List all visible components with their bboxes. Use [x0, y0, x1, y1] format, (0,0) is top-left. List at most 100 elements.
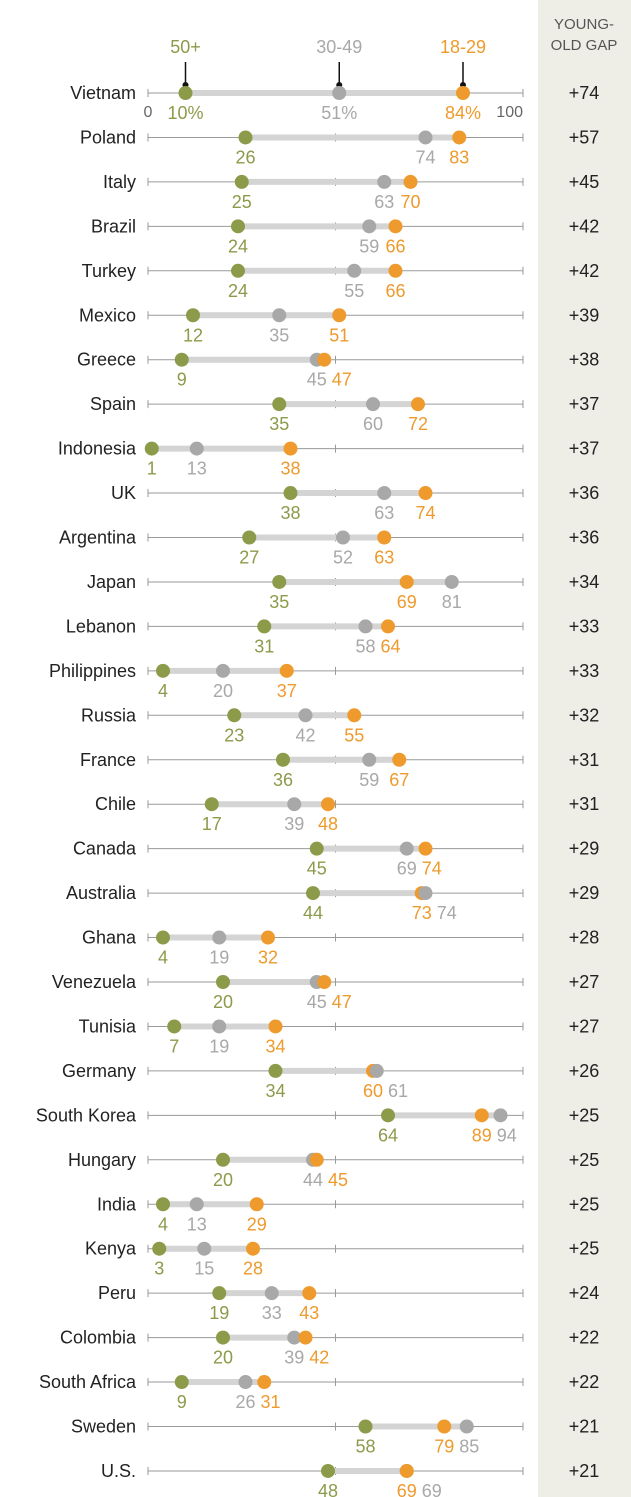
mid-dot	[332, 86, 347, 100]
country-row: Vietnam 10% 51% 84% +74	[70, 83, 599, 123]
gap-value: +25	[569, 1239, 600, 1259]
country-label: Spain	[90, 394, 136, 414]
country-label: South Korea	[36, 1105, 137, 1125]
old-dot	[216, 1152, 230, 1167]
young-dot	[302, 1286, 317, 1301]
old-value-label: 34	[265, 1081, 285, 1101]
old-dot	[231, 263, 245, 278]
country-row: Mexico 12 35 51 +39	[79, 305, 599, 345]
young-dot	[321, 797, 335, 812]
gap-value: +36	[569, 528, 600, 548]
country-row: Russia 23 42 55 +32	[81, 705, 599, 745]
young-value-label: 55	[344, 725, 364, 745]
young-dot	[347, 708, 362, 723]
old-dot	[167, 1019, 182, 1034]
gap-value: +26	[569, 1061, 600, 1081]
country-label: France	[80, 750, 136, 770]
gap-value: +42	[569, 261, 600, 281]
country-row: Greece 9 45 47 +38	[77, 350, 599, 390]
country-row: Spain 35 60 72 +37	[90, 394, 599, 434]
mid-dot	[189, 1197, 204, 1212]
country-label: Ghana	[82, 928, 137, 948]
gap-value: +25	[569, 1194, 600, 1214]
gap-panel-background	[538, 0, 631, 1497]
old-value-label: 26	[235, 147, 255, 167]
young-value-label: 89	[472, 1125, 492, 1145]
country-row: Italy 25 63 70 +45	[103, 172, 599, 212]
mid-value-label: 55	[344, 281, 364, 301]
mid-dot	[272, 308, 287, 323]
young-dot	[298, 1330, 313, 1345]
mid-dot	[287, 1330, 302, 1345]
mid-dot	[459, 1419, 474, 1434]
old-dot	[381, 1108, 395, 1123]
country-label: U.S.	[101, 1461, 136, 1481]
old-dot	[186, 308, 200, 323]
young-value-label: 74	[415, 503, 435, 523]
country-label: Australia	[66, 883, 137, 903]
old-value-label: 58	[355, 1437, 375, 1457]
gap-value: +25	[569, 1150, 600, 1170]
country-row: Canada 45 69 74 +29	[73, 839, 599, 879]
country-label: Russia	[81, 705, 137, 725]
country-row: Turkey 24 55 66 +42	[82, 261, 600, 301]
young-dot	[268, 1019, 283, 1034]
young-value-label: 73	[412, 903, 432, 923]
young-dot	[437, 1419, 452, 1434]
mid-value-label: 42	[295, 725, 315, 745]
old-dot	[242, 530, 257, 545]
mid-dot	[358, 619, 373, 634]
young-dot	[418, 486, 433, 501]
young-value-label: 31	[260, 1392, 280, 1412]
young-dot	[257, 1375, 272, 1390]
country-label: Poland	[80, 127, 136, 147]
old-dot	[283, 486, 298, 501]
old-dot	[358, 1419, 373, 1434]
old-value-label: 36	[273, 770, 293, 790]
country-row: Poland 26 74 83 +57	[80, 127, 599, 167]
mid-dot	[377, 174, 392, 189]
mid-value-label: 63	[374, 503, 394, 523]
young-value-label: 72	[408, 414, 428, 434]
country-row: Venezuela 20 45 47 +27	[52, 972, 599, 1012]
gap-value: +37	[569, 439, 600, 459]
young-value-label: 63	[374, 548, 394, 568]
young-value-label: 38	[280, 459, 300, 479]
old-dot	[204, 797, 219, 812]
gap-value: +39	[569, 305, 600, 325]
gap-value: +38	[569, 350, 600, 370]
old-dot	[216, 975, 230, 989]
mid-dot	[189, 441, 204, 456]
country-label: Canada	[73, 839, 137, 859]
gap-value: +45	[569, 172, 600, 192]
old-value-label: 4	[158, 948, 168, 968]
gap-header-line: YOUNG-	[554, 16, 614, 33]
country-row: U.S. 48 69 69 +21	[101, 1461, 599, 1497]
mid-dot	[238, 1375, 253, 1390]
old-dot	[156, 663, 170, 678]
gap-value: +31	[569, 750, 600, 770]
old-dot	[152, 1241, 167, 1256]
country-row: India 4 13 29 +25	[97, 1194, 599, 1234]
old-dot	[234, 174, 249, 189]
mid-value-label: 81	[442, 592, 462, 612]
young-dot	[332, 308, 347, 323]
axis-label-min: 0	[144, 104, 153, 121]
young-value-label: 79	[434, 1437, 454, 1457]
gap-value: +22	[569, 1372, 600, 1392]
mid-value-label: 44	[303, 1170, 323, 1190]
country-row: Chile 17 39 48 +31	[95, 794, 599, 834]
country-label: Philippines	[49, 661, 136, 681]
young-value-label: 74	[422, 859, 442, 879]
old-value-label: 9	[177, 370, 187, 390]
country-label: Germany	[62, 1061, 136, 1081]
old-value-label: 35	[269, 414, 289, 434]
old-value-label: 17	[202, 814, 222, 834]
mid-dot	[298, 708, 313, 723]
young-value-label: 69	[397, 592, 417, 612]
gap-value: +22	[569, 1328, 600, 1348]
country-label: Sweden	[71, 1417, 136, 1437]
country-label: Peru	[98, 1283, 136, 1303]
young-value-label: 34	[265, 1036, 285, 1056]
country-row: France 36 59 67 +31	[80, 750, 599, 790]
